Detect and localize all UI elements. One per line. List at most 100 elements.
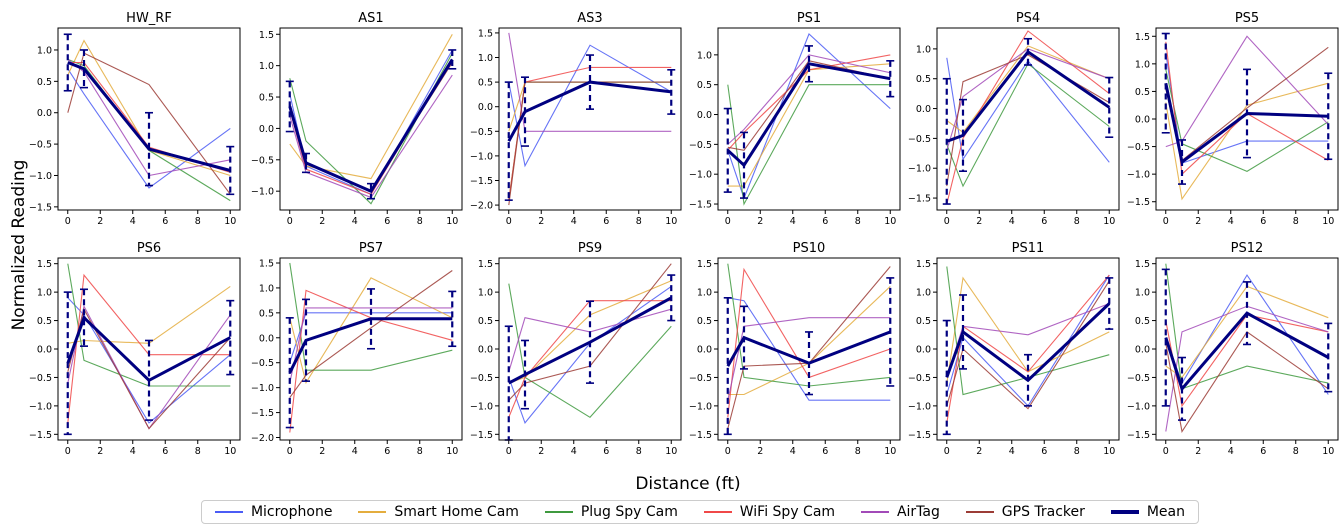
y-tick-label: −1.5: [251, 408, 274, 419]
y-tick-label: −0.5: [1127, 142, 1150, 153]
y-tick-label: 0.5: [37, 316, 52, 327]
y-tick-label: 0.5: [916, 316, 931, 327]
series-line-plug-spy-cam: [289, 52, 453, 205]
x-tick-label: 0: [1163, 446, 1169, 457]
y-tick-label: −1.0: [1127, 170, 1150, 181]
y-tick-label: −0.5: [251, 155, 274, 166]
x-tick-label: 4: [571, 446, 577, 457]
y-tick-label: −1.5: [908, 194, 931, 205]
x-tick-label: 6: [384, 446, 390, 457]
y-tick-label: −1.0: [251, 383, 274, 394]
x-tick-label: 2: [319, 216, 325, 227]
y-tick-label: 0.0: [259, 124, 274, 135]
y-tick-label: −1.0: [29, 171, 52, 182]
x-tick-label: 0: [725, 216, 731, 227]
series-line-mean: [288, 58, 454, 194]
x-tick-label: 2: [97, 216, 103, 227]
series-line-airtag: [289, 74, 453, 199]
x-tick-label: 4: [352, 446, 358, 457]
series-line-plug-spy-cam: [946, 266, 1110, 396]
y-tick-label: −0.5: [470, 373, 493, 384]
x-tick-label: 2: [757, 216, 763, 227]
chart-panel: AS1 −1.0 −0.5 0.0 0.5 1.0 1.5 0 2 4 6 8 10: [251, 11, 463, 227]
y-tick-label: 0.0: [697, 345, 712, 356]
y-tick-label: −1.0: [908, 401, 931, 412]
x-tick-label: 2: [976, 216, 982, 227]
y-tick-label: 1.0: [916, 44, 931, 55]
panel-title: PS1: [797, 11, 821, 26]
x-tick-label: 6: [1260, 216, 1266, 227]
series-line-airtag: [1165, 35, 1329, 148]
x-tick-label: 10: [1103, 216, 1115, 227]
y-tick-label: 0.0: [697, 110, 712, 121]
legend-label: Plug Spy Cam: [580, 504, 678, 520]
x-tick-label: 10: [1322, 446, 1334, 457]
y-tick-label: −1.5: [689, 200, 712, 211]
x-tick-label: 6: [822, 216, 828, 227]
chart-panel: PS11 −1.5 −1.0 −0.5 0.0 0.5 1.0 1.5 0 2 4 6 8 10: [908, 241, 1120, 457]
series-line-wifi-spy-cam: [727, 54, 891, 151]
x-tick-label: 0: [944, 446, 950, 457]
series-line-airtag: [727, 54, 891, 145]
series-line-plug-spy-cam: [946, 62, 1110, 188]
y-tick-label: 0.0: [1135, 345, 1150, 356]
panel-title: HW_RF: [126, 11, 172, 26]
y-tick-label: 0.0: [37, 345, 52, 356]
panel-frame: [936, 27, 1120, 211]
series-line-airtag: [289, 307, 453, 383]
y-tick-label: −0.5: [29, 373, 52, 384]
x-tick-label: 2: [97, 446, 103, 457]
series-line-microphone: [946, 57, 1110, 163]
series-line-gps-tracker: [508, 81, 672, 206]
series-line-smart-home-cam: [1165, 82, 1329, 201]
series-line-airtag: [946, 48, 1110, 151]
legend-label: GPS Tracker: [1001, 504, 1085, 520]
series-line-airtag: [727, 317, 891, 401]
x-tick-label: 4: [790, 446, 796, 457]
y-tick-label: 0.5: [697, 316, 712, 327]
x-tick-label: 2: [538, 446, 544, 457]
series-line-plug-spy-cam: [508, 283, 672, 419]
series-line-plug-spy-cam: [727, 263, 891, 387]
panel-frame: [936, 257, 1120, 441]
x-tick-label: 10: [224, 216, 236, 227]
y-tick-label: −2.0: [470, 201, 493, 212]
x-tick-label: 4: [1228, 446, 1234, 457]
series-line-plug-spy-cam: [67, 263, 231, 387]
panel-frame: [498, 257, 682, 441]
x-tick-label: 0: [65, 446, 71, 457]
x-tick-label: 6: [384, 216, 390, 227]
x-tick-label: 4: [1009, 216, 1015, 227]
y-tick-label: −1.0: [251, 187, 274, 198]
x-tick-label: 8: [855, 446, 861, 457]
y-tick-label: −1.5: [1127, 197, 1150, 208]
x-tick-label: 8: [195, 446, 201, 457]
figure-canvas: Normalized Reading Distance (ft) HW_RF −1…: [9, 11, 1339, 494]
series-line-mean: [288, 317, 453, 374]
y-tick-label: 1.5: [1135, 259, 1150, 270]
x-tick-label: 4: [790, 216, 796, 227]
legend-label: Smart Home Cam: [394, 504, 519, 520]
x-tick-label: 0: [506, 446, 512, 457]
legend-item-microphone: Microphone: [214, 504, 332, 520]
y-tick-label: −1.0: [689, 170, 712, 181]
y-tick-label: 1.0: [37, 288, 52, 299]
y-tick-label: 1.5: [259, 30, 274, 41]
series-line-wifi-spy-cam: [289, 289, 453, 433]
series-line-wifi-spy-cam: [508, 300, 672, 418]
series-line-microphone: [289, 312, 453, 363]
x-tick-label: 6: [822, 446, 828, 457]
x-tick-label: 2: [538, 216, 544, 227]
x-tick-label: 6: [1041, 446, 1047, 457]
x-tick-label: 6: [162, 216, 168, 227]
series-line-airtag: [508, 32, 672, 132]
legend-label: AirTag: [896, 504, 940, 520]
x-tick-label: 6: [603, 216, 609, 227]
legend-item-airtag: AirTag: [860, 504, 940, 520]
panel-frame: [498, 27, 682, 211]
y-tick-label: 1.0: [37, 45, 52, 56]
y-tick-label: 1.0: [697, 288, 712, 299]
chart-panel: PS1 −1.5 −1.0 −0.5 0.0 0.5 1.0 0 2 4 6 8 10: [689, 11, 901, 227]
y-axis-label: Normalized Reading: [9, 160, 29, 331]
panel-frame: [717, 257, 901, 441]
